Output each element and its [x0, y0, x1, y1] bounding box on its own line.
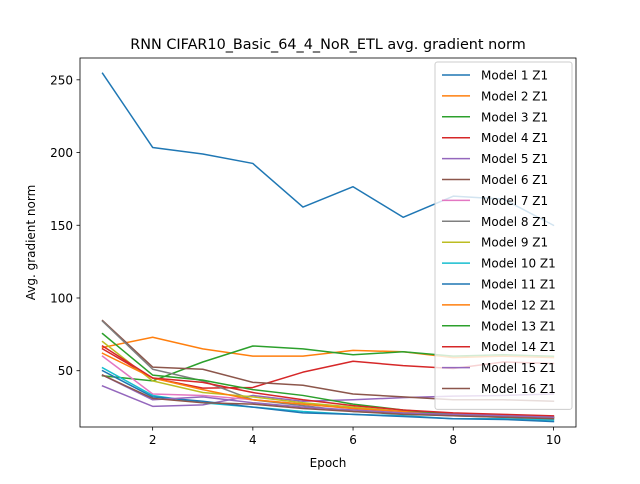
y-axis-label: Avg. gradient norm [24, 185, 38, 301]
legend-entry-label: Model 10 Z1 [481, 257, 556, 271]
legend-entry-label: Model 11 Z1 [481, 278, 556, 292]
legend-entry-label: Model 1 Z1 [481, 69, 548, 83]
legend-entry-label: Model 13 Z1 [481, 319, 556, 333]
y-tick-label: 150 [50, 219, 73, 233]
x-tick-label: 4 [249, 433, 257, 447]
x-tick-label: 6 [349, 433, 357, 447]
x-tick-label: 8 [449, 433, 457, 447]
legend-entry-label: Model 8 Z1 [481, 215, 548, 229]
legend-entry-label: Model 6 Z1 [481, 173, 548, 187]
legend-box [434, 61, 573, 410]
legend-entry-label: Model 16 Z1 [481, 382, 556, 396]
y-tick-label: 50 [58, 364, 73, 378]
legend-entry-label: Model 15 Z1 [481, 361, 556, 375]
y-axis: 50 100 150 200 250 [50, 73, 80, 378]
series-layer [101, 72, 555, 423]
legend-entry-label: Model 9 Z1 [481, 236, 548, 250]
series-line-15 [101, 374, 555, 419]
y-tick-label: 200 [50, 146, 73, 160]
series-line-14 [101, 344, 555, 417]
y-tick-label: 250 [50, 73, 73, 87]
legend-entry-label: Model 5 Z1 [481, 152, 548, 166]
legend-entry-label: Model 7 Z1 [481, 194, 548, 208]
x-tick-label: 2 [149, 433, 157, 447]
x-axis-label: Epoch [310, 456, 347, 470]
legend-entry-label: Model 14 Z1 [481, 340, 556, 354]
y-tick-label: 100 [50, 291, 73, 305]
legend-entry-label: Model 12 Z1 [481, 298, 556, 312]
legend-entry-label: Model 3 Z1 [481, 110, 548, 124]
legend: Model 1 Z1 Model 2 Z1 Model 3 Z1 Model 4 Z1… [434, 61, 573, 410]
x-axis: 2 4 6 8 10 [149, 427, 561, 447]
legend-entry-label: Model 2 Z1 [481, 89, 548, 103]
chart-title: RNN CIFAR10_Basic_64_4_NoR_ETL avg. grad… [130, 37, 526, 53]
series-line-16 [101, 374, 555, 420]
legend-entry-label: Model 4 Z1 [481, 131, 548, 145]
x-tick-label: 10 [546, 433, 561, 447]
plot-frame [79, 57, 577, 428]
